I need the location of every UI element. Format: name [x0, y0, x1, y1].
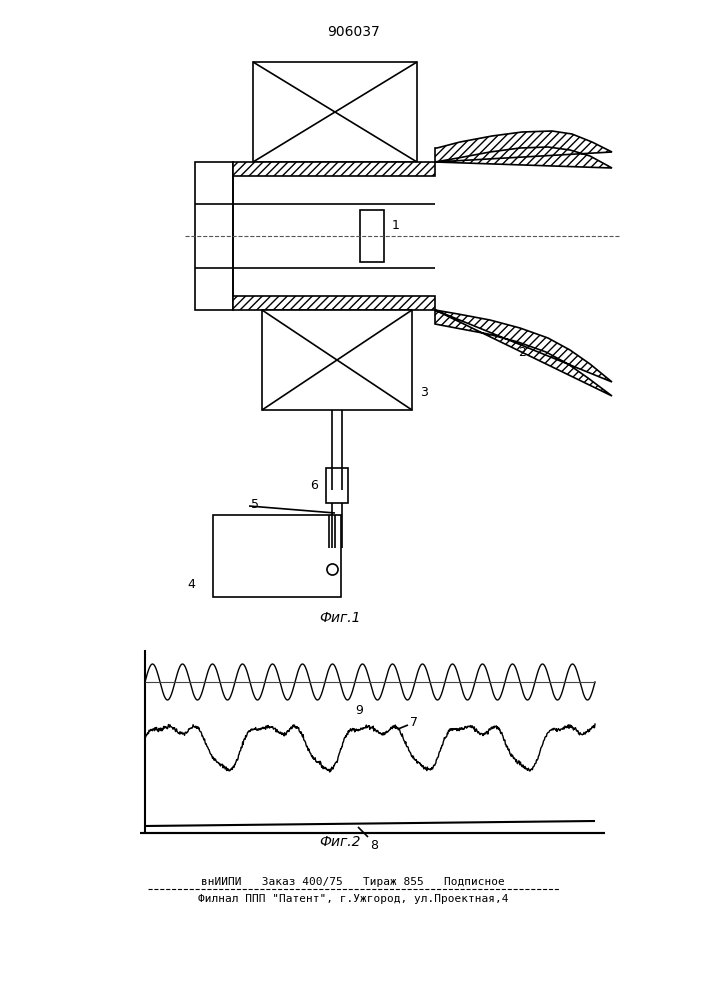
Polygon shape	[435, 131, 612, 168]
Text: 1: 1	[392, 219, 400, 232]
Bar	[253, 62, 417, 162]
Text: 906037: 906037	[327, 25, 380, 39]
Text: 6: 6	[310, 479, 318, 492]
Bar	[195, 162, 233, 310]
Bar	[233, 162, 435, 176]
Text: Фиг.2: Фиг.2	[320, 835, 361, 849]
Text: Филнал ППП "Патент", г.Ужгород, ул.Проектная,4: Филнал ППП "Патент", г.Ужгород, ул.Проек…	[198, 894, 508, 904]
Bar	[262, 310, 412, 410]
Text: 9: 9	[355, 704, 363, 717]
Text: 3: 3	[420, 385, 428, 398]
Text: 2: 2	[518, 346, 526, 359]
Text: Фиг.1: Фиг.1	[320, 611, 361, 625]
Text: 7: 7	[410, 716, 418, 730]
Text: 4: 4	[187, 578, 195, 591]
Bar	[360, 210, 384, 262]
Text: 8: 8	[370, 839, 378, 852]
Bar	[233, 296, 435, 310]
Text: внИИПИ   Заказ 400/75   Тираж 855   Подписное: внИИПИ Заказ 400/75 Тираж 855 Подписное	[201, 877, 505, 887]
Bar	[326, 468, 348, 503]
Text: 5: 5	[251, 498, 259, 512]
Bar	[213, 515, 341, 597]
Polygon shape	[435, 310, 612, 396]
